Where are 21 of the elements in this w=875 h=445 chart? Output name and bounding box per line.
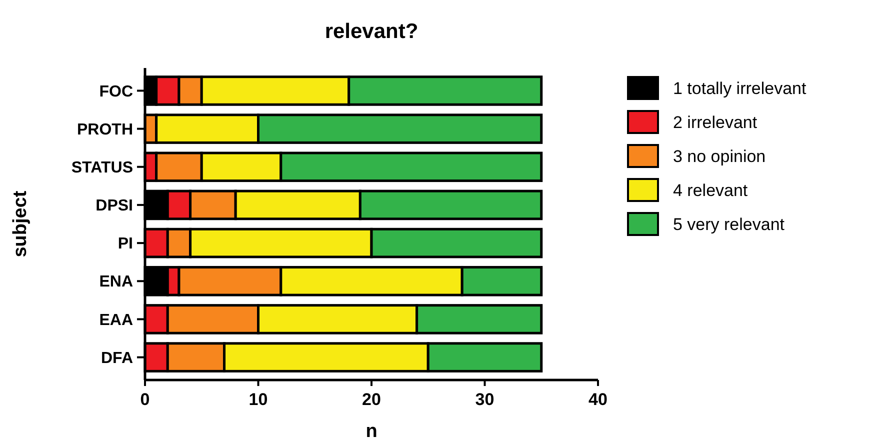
chart-title: relevant? [324, 20, 418, 43]
y-tick-label: PI [118, 236, 133, 253]
legend-label: 3 no opinion [673, 146, 766, 166]
x-tick-label: 40 [588, 390, 608, 409]
legend-label: 5 very relevant [673, 214, 785, 234]
y-tick-label: STATUS [71, 159, 134, 176]
y-tick-label: PROTH [77, 121, 133, 138]
x-tick-label: 20 [362, 390, 381, 409]
x-tick-label: 10 [248, 390, 268, 409]
x-axis-title: n [366, 421, 378, 442]
legend-label: 1 totally irrelevant [673, 78, 807, 98]
y-tick-label: ENA [99, 274, 134, 291]
x-tick-label: 30 [475, 390, 494, 409]
y-axis-title: subject [10, 190, 31, 258]
x-tick-label: 0 [140, 390, 150, 409]
legend-label: 4 relevant [673, 180, 748, 200]
y-tick-label: DFA [101, 350, 134, 367]
y-tick-label: EAA [99, 312, 134, 329]
legend-label: 2 irrelevant [673, 112, 758, 132]
y-tick-label: DPSI [96, 198, 133, 215]
y-tick-label: FOC [99, 83, 134, 100]
